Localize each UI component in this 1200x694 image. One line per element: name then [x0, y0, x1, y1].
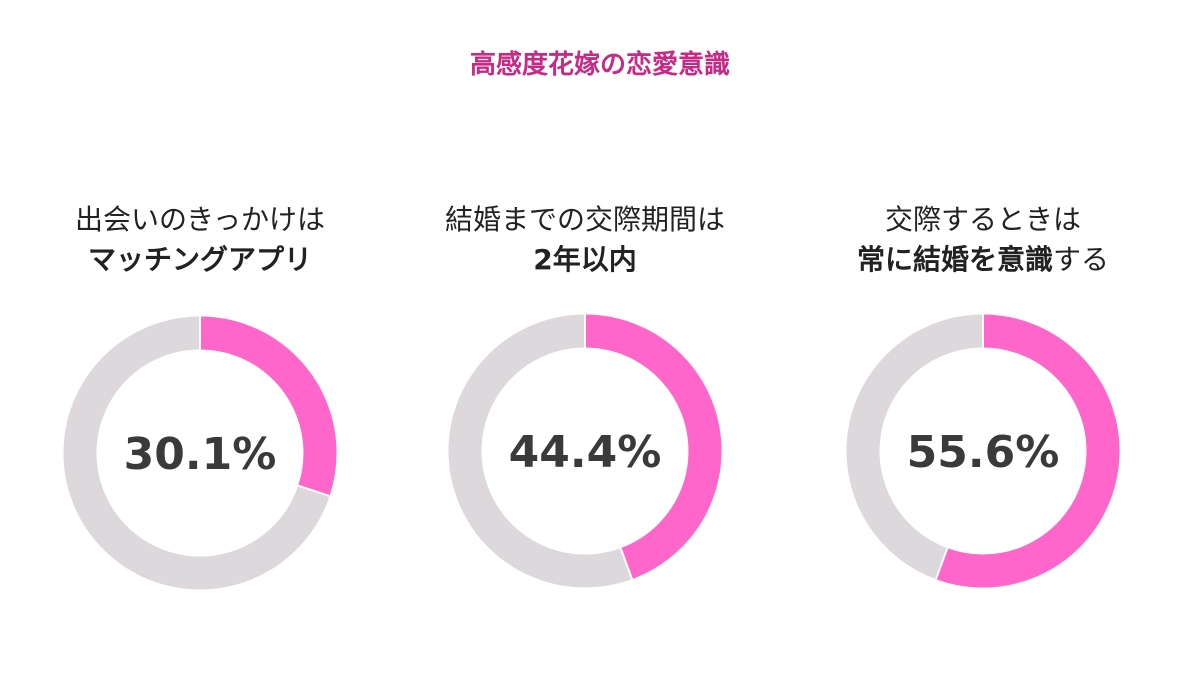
donut-value-label: 30.1%	[124, 429, 277, 480]
slice-separator	[296, 484, 331, 498]
label-line1: 交際するときは	[884, 203, 1081, 236]
slice-separator	[619, 546, 634, 581]
label-bold: マッチングアプリ	[87, 243, 312, 276]
label-line1: 結婚までの交際期間は	[444, 203, 725, 236]
label-bold: 2年以内	[533, 243, 637, 276]
panel-1-label: 出会いのきっかけは マッチングアプリ	[10, 200, 390, 280]
panel-2-label: 結婚までの交際期間は 2年以内	[395, 200, 775, 280]
donut-value-label: 44.4%	[509, 427, 662, 478]
chart-title: 高感度花嫁の恋愛意識	[469, 50, 730, 80]
label-line1: 出会いのきっかけは	[74, 203, 326, 236]
label-bold: 常に結婚を意識	[856, 243, 1053, 276]
slice-separator	[934, 546, 949, 581]
donut-value-label: 55.6%	[907, 427, 1060, 478]
panel-3-label: 交際するときは 常に結婚を意識する	[793, 200, 1173, 280]
label-normal: する	[1053, 243, 1110, 276]
